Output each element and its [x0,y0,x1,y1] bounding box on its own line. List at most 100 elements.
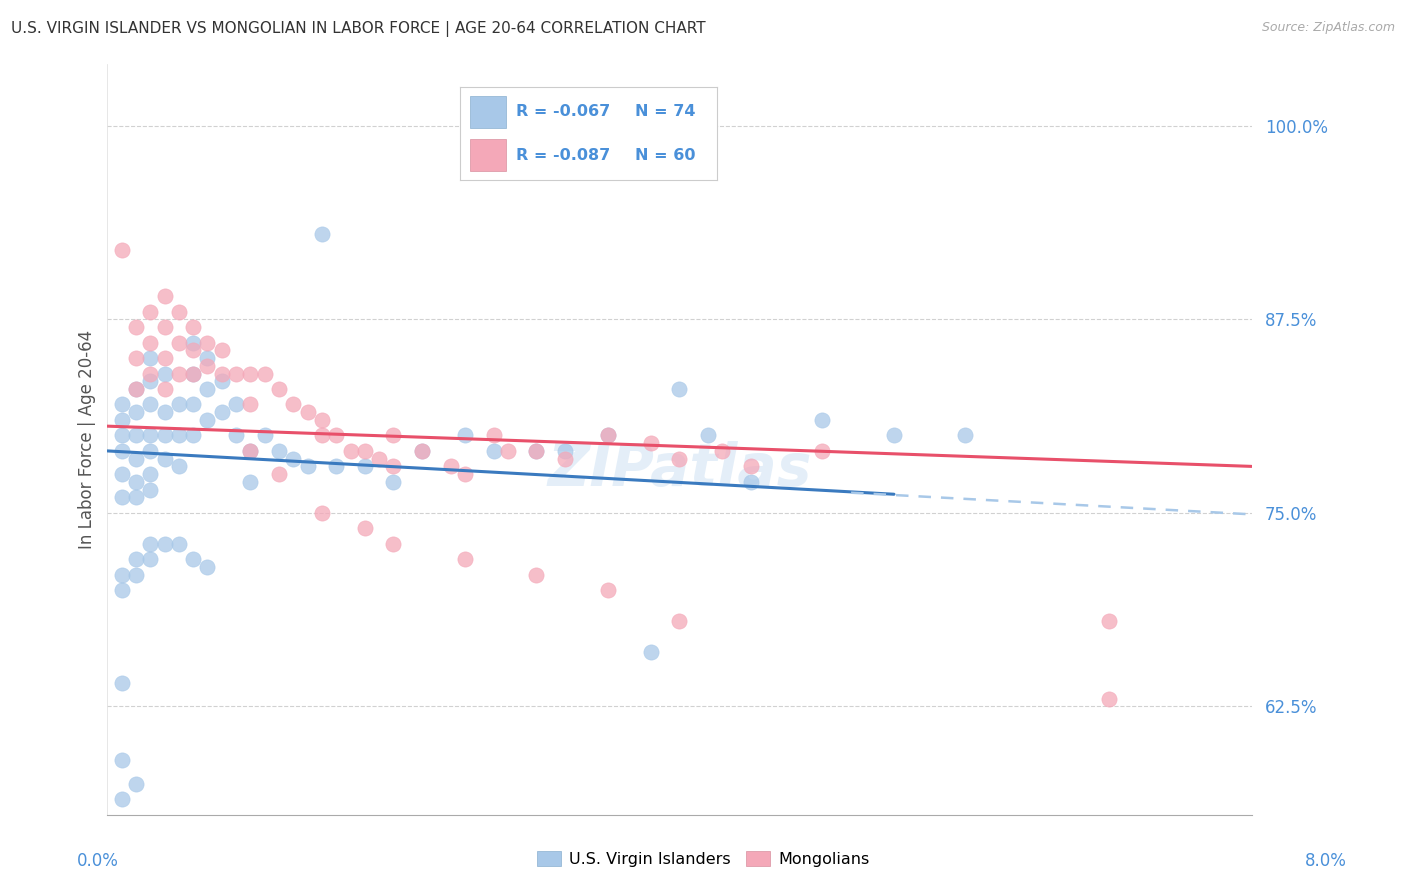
Point [139,483,162,497]
Point [111,428,134,442]
Point [382,537,405,551]
Point [740,459,762,474]
Point [211,374,233,388]
Legend: U.S. Virgin Islanders, Mongolians: U.S. Virgin Islanders, Mongolians [530,845,876,873]
Point [482,444,505,458]
Point [125,405,148,419]
Point [153,428,176,442]
Point [139,367,162,381]
Point [111,491,134,505]
Text: 0.0%: 0.0% [77,852,120,870]
Point [167,537,190,551]
Point [111,567,134,582]
Point [125,382,148,396]
Point [125,382,148,396]
Point [267,467,290,482]
Point [111,676,134,690]
Point [955,428,977,442]
Point [197,413,219,427]
Point [111,243,134,257]
Point [125,491,148,505]
Point [311,428,333,442]
Point [139,537,162,551]
Point [111,753,134,767]
Point [139,552,162,566]
Point [253,367,276,381]
Point [181,367,204,381]
Point [440,459,463,474]
Text: U.S. VIRGIN ISLANDER VS MONGOLIAN IN LABOR FORCE | AGE 20-64 CORRELATION CHART: U.S. VIRGIN ISLANDER VS MONGOLIAN IN LAB… [11,21,706,37]
Point [153,289,176,303]
Point [526,444,548,458]
Point [153,382,176,396]
Point [197,351,219,365]
Point [167,367,190,381]
Point [411,444,433,458]
Point [382,428,405,442]
Point [139,467,162,482]
Y-axis label: In Labor Force | Age 20-64: In Labor Force | Age 20-64 [79,330,96,549]
Point [125,776,148,790]
Point [167,459,190,474]
Point [325,428,347,442]
Point [283,397,305,411]
Point [211,343,233,358]
Point [153,405,176,419]
Point [181,320,204,334]
Point [554,451,576,466]
Point [454,428,477,442]
Point [153,351,176,365]
Point [253,428,276,442]
Point [139,428,162,442]
Point [125,351,148,365]
Point [225,367,247,381]
Point [111,397,134,411]
Point [197,382,219,396]
Point [111,413,134,427]
Point [139,374,162,388]
Point [181,552,204,566]
Point [239,444,262,458]
Point [139,351,162,365]
Point [668,451,690,466]
Point [111,583,134,598]
Point [596,583,619,598]
Point [181,397,204,411]
Point [181,367,204,381]
Point [153,537,176,551]
Point [239,444,262,458]
Point [125,552,148,566]
Point [139,335,162,350]
Point [153,367,176,381]
Point [368,451,391,466]
Point [339,444,361,458]
Point [311,413,333,427]
Point [153,451,176,466]
Point [181,335,204,350]
Point [353,459,375,474]
Text: ZIPatlas: ZIPatlas [547,441,811,498]
Point [167,335,190,350]
Text: Source: ZipAtlas.com: Source: ZipAtlas.com [1261,21,1395,35]
Point [239,367,262,381]
Point [111,792,134,806]
Point [181,343,204,358]
Point [197,335,219,350]
Point [239,475,262,489]
Point [526,444,548,458]
Point [197,359,219,373]
Point [711,444,734,458]
Point [596,428,619,442]
Point [167,397,190,411]
Point [283,451,305,466]
Point [697,428,720,442]
Point [883,428,905,442]
Point [211,367,233,381]
Point [139,304,162,318]
Point [496,444,519,458]
Point [596,428,619,442]
Point [554,444,576,458]
Point [353,521,375,535]
Point [225,397,247,411]
Point [211,405,233,419]
